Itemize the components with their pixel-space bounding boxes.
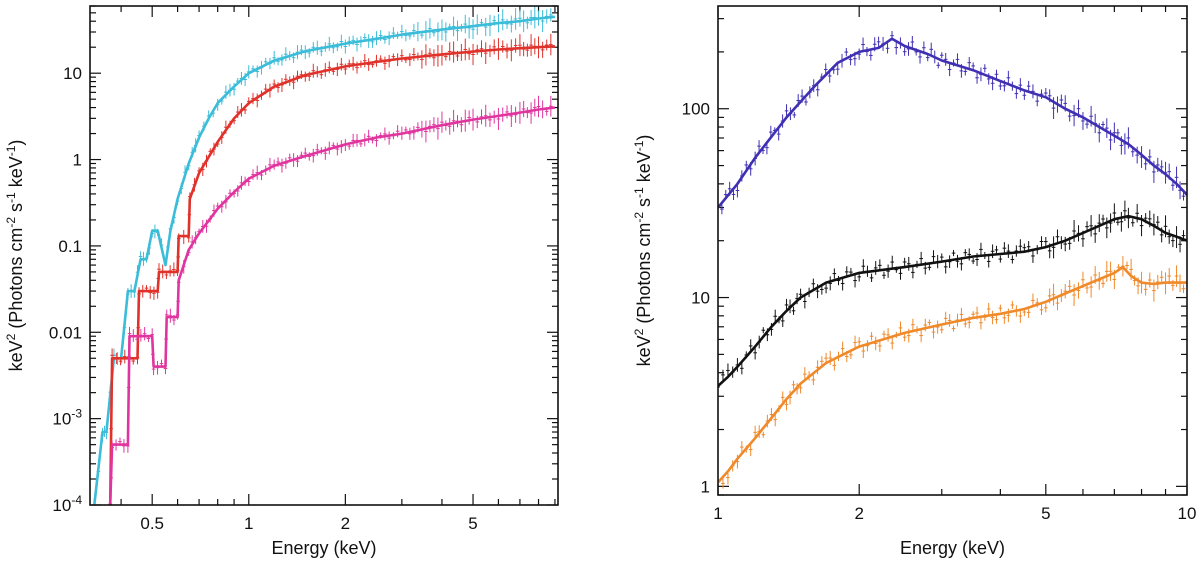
left-x-tick-label: 0.5 [140,514,164,533]
left-axes-frame [89,5,559,506]
right-panel: 1 2 5 10 1 10 100 Energy (keV) keV2 (Photons cm-… [632,5,1197,558]
left-cyan-model-line [93,15,556,505]
right-series-orange [718,256,1187,489]
left-x-tick-label: 5 [468,514,477,533]
left-y-tick-label: 0.01 [49,323,82,342]
right-series-blue [718,30,1187,215]
left-y-tick-label: 10-3 [52,407,82,429]
left-panel: 0.5 1 2 5 10-4 10-3 0.01 0.1 1 10 Energy (keV) keV2… [4,5,559,558]
right-y-tick-label: 1 [701,477,710,496]
left-red-model-line [108,45,555,505]
right-x-axis-label: Energy (keV) [900,538,1005,558]
left-series-cyan [92,6,556,505]
right-x-tick-label: 2 [854,504,863,523]
left-y-tick-label: 0.1 [58,237,82,256]
right-blue-model-line [718,37,1187,209]
left-y-tick-label: 10 [63,64,82,83]
right-y-tick-label: 100 [682,100,710,119]
right-series-black [718,200,1187,395]
left-x-tick-label: 2 [341,514,350,533]
right-y-axis-label: keV2 (Photons cm-2 s-1 keV-1) [632,135,654,367]
right-x-tick-label: 5 [1041,504,1050,523]
left-y-tick-label: 10-4 [52,493,82,515]
right-y-tick-label: 10 [691,289,710,308]
left-y-axis-label: keV2 (Photons cm-2 s-1 keV-1) [4,140,26,372]
right-axes-frame [717,5,1188,496]
right-black-model-line [718,214,1187,387]
left-y-tick-label: 1 [73,151,82,170]
right-x-tick-label: 1 [713,504,722,523]
left-series-magenta [108,95,556,505]
left-x-tick-label: 1 [244,514,253,533]
left-series-red [108,33,555,505]
left-x-axis-label: Energy (keV) [271,538,376,558]
right-x-tick-label: 10 [1178,504,1197,523]
left-magenta-model-line [108,106,556,505]
right-orange-model-line [718,265,1187,484]
